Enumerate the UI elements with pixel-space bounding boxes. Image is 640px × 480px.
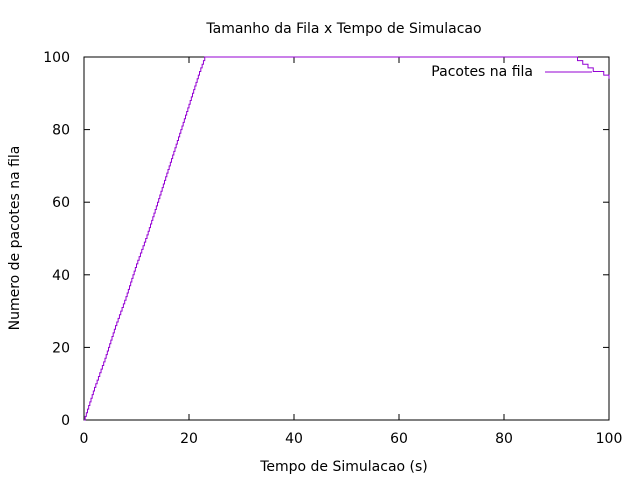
- y-axis-label: Numero de pacotes na fila: [7, 146, 23, 331]
- y-tick-label: 60: [52, 195, 70, 211]
- x-axis-label: Tempo de Simulacao (s): [259, 459, 428, 475]
- x-tick-label: 20: [180, 431, 198, 447]
- y-tick-label: 80: [52, 123, 70, 139]
- x-tick-label: 0: [80, 431, 89, 447]
- legend: Pacotes na fila: [431, 64, 592, 80]
- x-tick-label: 100: [596, 431, 623, 447]
- legend-label: Pacotes na fila: [431, 64, 533, 80]
- y-tick-label: 100: [43, 50, 70, 66]
- plot-frame: [83, 56, 610, 421]
- y-tick-label: 0: [61, 413, 70, 429]
- x-tick-label: 60: [390, 431, 408, 447]
- series-layer: [84, 56, 610, 421]
- x-tick-label: 40: [285, 431, 303, 447]
- series-line-pacotes-na-fila: [84, 56, 610, 421]
- axis-ticks: 0 20 40 60 80 100 0 20 40 60 80 100: [43, 50, 622, 447]
- chart-title: Tamanho da Fila x Tempo de Simulacao: [205, 21, 481, 37]
- y-tick-label: 40: [52, 268, 70, 284]
- y-tick-label: 20: [52, 340, 70, 356]
- x-tick-label: 80: [495, 431, 513, 447]
